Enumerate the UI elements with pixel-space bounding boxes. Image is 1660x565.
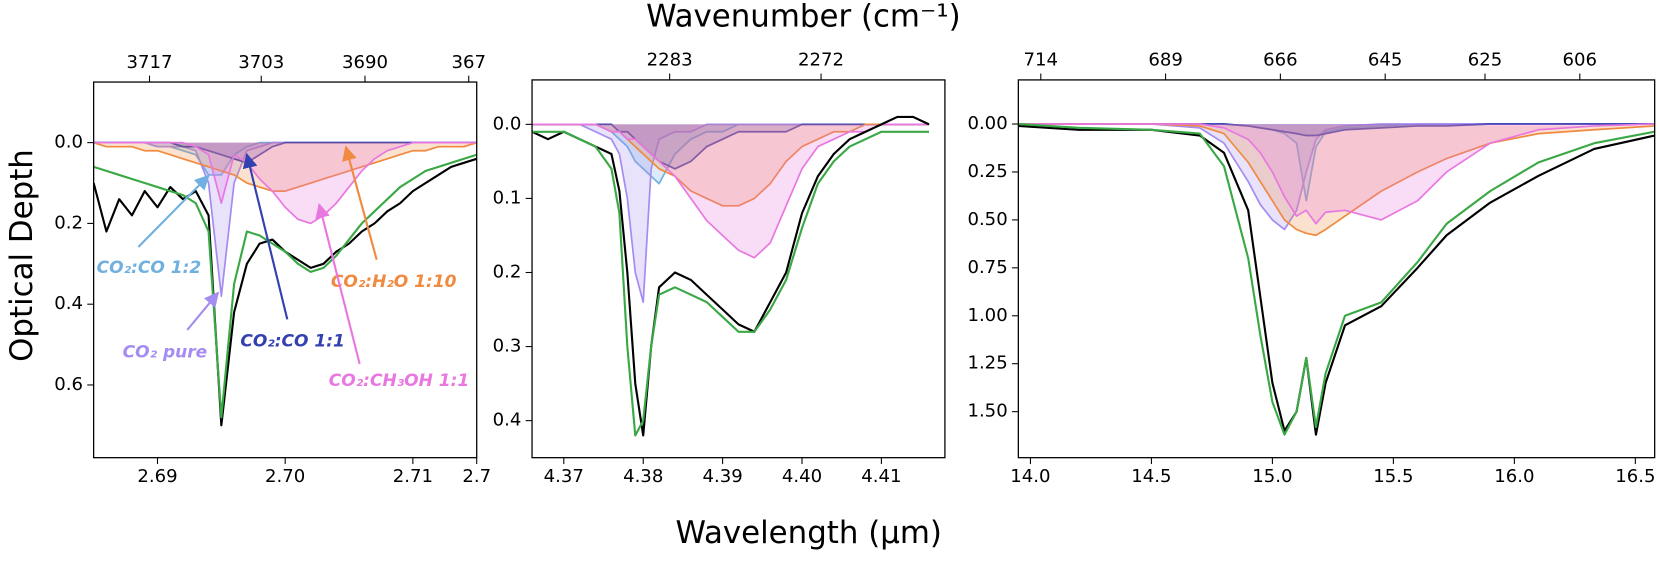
top-tick-label: 3703 [238, 52, 284, 73]
top-tick-label: 606 [1563, 50, 1598, 71]
plot-area [93, 141, 477, 427]
annotation-arrow [342, 145, 378, 261]
plot-area [1018, 122, 1655, 436]
spectrum-line [532, 130, 930, 437]
y-tick-label: 0.6 [54, 374, 83, 395]
annotation-label: CO₂ pure [123, 342, 208, 362]
annotation-arrow [315, 202, 361, 365]
x-tick-label: 4.38 [623, 466, 663, 487]
x-tick-label: 4.37 [544, 466, 584, 487]
top-tick-label: 3717 [126, 52, 172, 73]
annotation-label: CO₂:CO 1:1 [240, 332, 345, 352]
top-tick-label: 645 [1368, 50, 1403, 71]
y-tick-label: 0.75 [967, 257, 1007, 278]
x-tick-label: 4.40 [782, 466, 822, 487]
component-curve [1018, 123, 1655, 237]
y-tick-label: 1.00 [967, 305, 1007, 326]
spectrum-line [1018, 122, 1655, 436]
spectrum-line [93, 153, 477, 419]
annotation-label: CO₂:H₂O 1:10 [331, 272, 457, 292]
plot-frame [1017, 79, 1656, 459]
x-tick-label: 2.71 [393, 466, 433, 487]
y-tick-label: 0.1 [493, 187, 522, 208]
y-tick-label: 0.0 [493, 113, 522, 134]
y-tick-label: 0.2 [493, 261, 522, 282]
y-tick-label: 1.25 [967, 353, 1007, 374]
component-curve [532, 123, 930, 170]
y-tick-label: 0.4 [493, 410, 522, 431]
x-tick-label: 16.0 [1494, 466, 1534, 487]
plot-frame [531, 79, 946, 459]
top-tick-label: 714 [1024, 50, 1059, 71]
top-tick-label: 666 [1263, 50, 1298, 71]
plot-area [532, 115, 930, 437]
x-tick-label: 2.69 [137, 466, 177, 487]
x-axis-title: Wavelength (µm) [675, 515, 942, 551]
y-tick-label: 0.50 [967, 209, 1007, 230]
x-tick-label: 4.39 [702, 466, 742, 487]
top-tick-label: 2283 [647, 50, 693, 71]
x-tick-label: 14.0 [1010, 466, 1050, 487]
spectrum-line [532, 115, 930, 437]
top-tick-label: 2272 [798, 50, 844, 71]
annotation-arrow [186, 291, 220, 331]
x-tick-label: 16.5 [1615, 466, 1655, 487]
x-tick-label: 14.5 [1131, 466, 1171, 487]
x-tick-label: 2.7 [462, 466, 491, 487]
top-axis-title: Wavenumber (cm⁻¹) [646, 0, 961, 35]
y-tick-label: 0.25 [967, 161, 1007, 182]
annotation-arrow [137, 174, 210, 248]
y-tick-label: 0.4 [54, 293, 83, 314]
top-tick-label: 625 [1468, 50, 1503, 71]
component-curve [93, 141, 477, 225]
annotation-label: CO₂:CH₃OH 1:1 [329, 371, 470, 391]
annotation-arrow [242, 152, 289, 320]
top-tick-label: 3690 [342, 52, 388, 73]
y-tick-label: 0.3 [493, 336, 522, 357]
y-tick-label: 0.0 [54, 132, 83, 153]
x-tick-label: 2.70 [265, 466, 305, 487]
y-tick-label: 0.00 [967, 113, 1007, 134]
component-curve [532, 123, 930, 259]
component-curve [1018, 123, 1655, 225]
annotation-label: CO₂:CO 1:2 [97, 258, 202, 278]
x-tick-label: 15.0 [1252, 466, 1292, 487]
top-tick-label: 367 [451, 52, 486, 73]
x-tick-label: 4.41 [861, 466, 901, 487]
top-tick-label: 689 [1148, 50, 1183, 71]
y-axis-title: Optical Depth [4, 149, 40, 362]
y-tick-label: 0.2 [54, 212, 83, 233]
component-curve [1018, 123, 1655, 137]
y-tick-label: 1.50 [967, 401, 1007, 422]
x-tick-label: 15.5 [1373, 466, 1413, 487]
